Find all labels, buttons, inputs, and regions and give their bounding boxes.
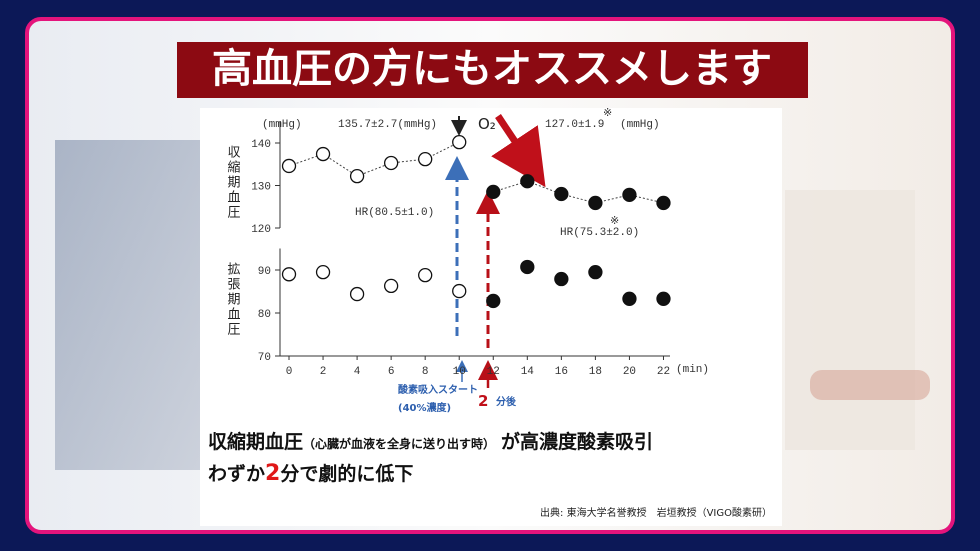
data-point (554, 186, 569, 202)
annotation: HR(80.5±1.0) (355, 207, 434, 219)
data-point (520, 174, 535, 189)
x-tick-label: 12 (487, 366, 500, 378)
y-tick-label: 80 (258, 309, 271, 321)
data-point (418, 151, 433, 167)
annotation: 127.0±1.9 (545, 119, 604, 131)
y-tick-label: 130 (251, 182, 271, 194)
x-tick-label: 2 (320, 366, 327, 378)
data-point (656, 291, 671, 306)
data-point (349, 286, 365, 302)
annotation: 分後 (496, 395, 517, 408)
annotation: 2 (478, 392, 488, 410)
x-tick-label: 0 (286, 366, 293, 378)
annotation: HR(75.3±2.0) (560, 227, 639, 239)
caption: 収縮期血圧（心臓が血液を全身に送り出す時） が高濃度酸素吸引 (208, 430, 653, 453)
x-tick-label: 8 (422, 366, 429, 378)
caption-part: が高濃度酸素吸引 (501, 430, 653, 453)
y-axis-label: 収縮期血圧 (225, 145, 241, 220)
data-point (520, 259, 535, 275)
data-point (656, 195, 671, 211)
data-point (452, 134, 467, 150)
data-point (315, 264, 331, 280)
annotation: 135.7±2.7(mmHg) (338, 119, 437, 131)
caption-part: 収縮期血圧 (208, 430, 303, 453)
x-axis-label: (min) (676, 364, 709, 376)
data-point (588, 264, 603, 280)
y-axis-label: 拡張期血圧 (225, 262, 241, 337)
annotation: (40%濃度) (398, 401, 451, 414)
y-tick-label: 90 (258, 266, 271, 278)
data-point (588, 195, 603, 211)
data-point (622, 291, 637, 306)
annotation: (mmHg) (620, 119, 660, 131)
annotation: ※ (610, 216, 619, 228)
y-tick-label: 120 (251, 224, 271, 236)
y-tick-label: 140 (251, 139, 271, 151)
x-tick-label: 16 (555, 366, 568, 378)
caption-part: わずか (208, 463, 265, 485)
data-point (486, 184, 501, 200)
y-tick-label: 70 (258, 352, 271, 364)
annotation: (mmHg) (262, 119, 302, 131)
title-banner (177, 42, 808, 98)
data-point (418, 268, 433, 283)
caption-part: 2 (265, 461, 280, 486)
arrow (491, 114, 546, 188)
data-point (349, 168, 365, 184)
x-tick-label: 4 (354, 366, 361, 378)
x-tick-label: 10 (453, 366, 466, 378)
x-tick-label: 22 (657, 366, 670, 378)
x-tick-label: 6 (388, 366, 395, 378)
x-tick-label: 20 (623, 366, 636, 378)
chart-panel (200, 108, 782, 526)
annotation: O₂ (478, 115, 496, 133)
caption: わずか2分で劇的に低下 (208, 461, 413, 486)
background-panel (785, 190, 915, 450)
annotation: 酸素吸入スタート (398, 383, 478, 396)
caption-part: 分で劇的に低下 (280, 462, 413, 485)
data-point (383, 278, 399, 294)
annotation: ※ (603, 108, 612, 120)
data-point (622, 187, 637, 203)
data-point (452, 283, 467, 299)
data-point (281, 267, 297, 282)
data-point (486, 293, 501, 309)
data-point (315, 146, 331, 162)
caption-part: （心臓が血液を全身に送り出す時） (303, 436, 495, 451)
data-point (281, 158, 297, 174)
data-point (554, 271, 569, 287)
slide-title: 高血圧の方にもオススメします (212, 45, 772, 92)
background-chair (810, 370, 930, 400)
source: 出典: 東海大学名誉教授 岩垣教授（VIGO酸素研） (540, 506, 772, 519)
x-tick-label: 14 (521, 366, 535, 378)
background-panel (55, 140, 205, 470)
data-point (383, 155, 399, 171)
x-tick-label: 18 (589, 366, 602, 378)
